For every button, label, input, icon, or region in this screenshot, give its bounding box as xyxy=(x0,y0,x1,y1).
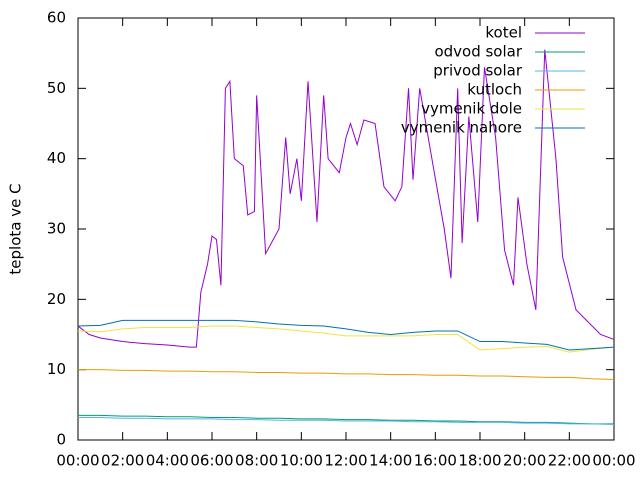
legend-label: odvod solar xyxy=(434,43,522,61)
y-tick-label: 10 xyxy=(47,360,66,378)
x-tick-label: 20:00 xyxy=(503,452,546,470)
x-tick-label: 22:00 xyxy=(548,452,591,470)
series-line xyxy=(78,414,614,425)
series-line xyxy=(77,325,615,353)
legend-label: kutloch xyxy=(467,81,522,99)
x-tick-label: 00:00 xyxy=(56,452,99,470)
y-tick-label: 30 xyxy=(47,220,66,238)
legend-label: vymenik dole xyxy=(421,100,522,118)
x-tick-label: 14:00 xyxy=(369,452,412,470)
y-axis-label: teplota ve C xyxy=(7,183,25,274)
x-tick-label: 00:00 xyxy=(592,452,635,470)
x-tick-label: 08:00 xyxy=(235,452,278,470)
legend-label: kotel xyxy=(485,24,522,42)
x-tick-label: 10:00 xyxy=(280,452,323,470)
y-tick-label: 40 xyxy=(47,149,66,167)
series-line xyxy=(78,416,615,426)
series-line xyxy=(77,49,615,348)
y-tick-label: 0 xyxy=(56,431,66,449)
x-tick-label: 06:00 xyxy=(190,452,233,470)
y-tick-label: 60 xyxy=(47,9,66,27)
series-line xyxy=(78,369,615,381)
x-tick-label: 12:00 xyxy=(324,452,367,470)
legend-label: privod solar xyxy=(433,62,523,80)
legend-label: vymenik nahore xyxy=(401,119,522,137)
x-tick-label: 02:00 xyxy=(101,452,144,470)
series-line xyxy=(77,319,615,351)
x-tick-label: 16:00 xyxy=(414,452,457,470)
y-tick-label: 50 xyxy=(47,79,66,97)
x-tick-label: 04:00 xyxy=(146,452,189,470)
y-tick-label: 20 xyxy=(47,290,66,308)
x-tick-label: 18:00 xyxy=(458,452,501,470)
plot-frame xyxy=(77,17,615,441)
